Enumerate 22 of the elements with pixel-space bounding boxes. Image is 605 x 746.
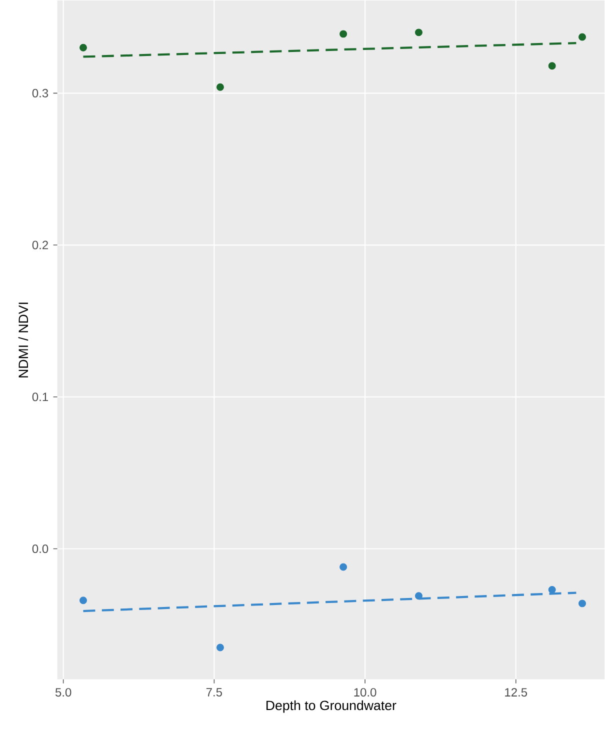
point (414, 28, 422, 36)
point (414, 592, 422, 600)
x-tick-label: 12.5 (505, 688, 527, 697)
point (216, 644, 224, 652)
point (578, 33, 586, 41)
point (340, 30, 347, 38)
point (340, 563, 347, 571)
y-tick-label: 0.0 (32, 544, 48, 554)
point (216, 83, 224, 91)
y-tick-label: 0.3 (32, 88, 48, 98)
x-tick-label: 7.5 (206, 688, 222, 696)
x-tick-label: 10.0 (354, 688, 376, 697)
y-tick-label: 0.2 (32, 240, 48, 250)
point (548, 586, 556, 594)
x-tick-label: 5.0 (55, 688, 72, 697)
y-axis-title: NDMI / NDVI (18, 302, 28, 378)
point (578, 600, 586, 608)
x-axis-title: Depth to Groundwater (266, 700, 396, 713)
point (548, 62, 556, 70)
point (79, 596, 87, 604)
point (79, 44, 87, 52)
y-tick-label: 0.1 (32, 392, 48, 402)
